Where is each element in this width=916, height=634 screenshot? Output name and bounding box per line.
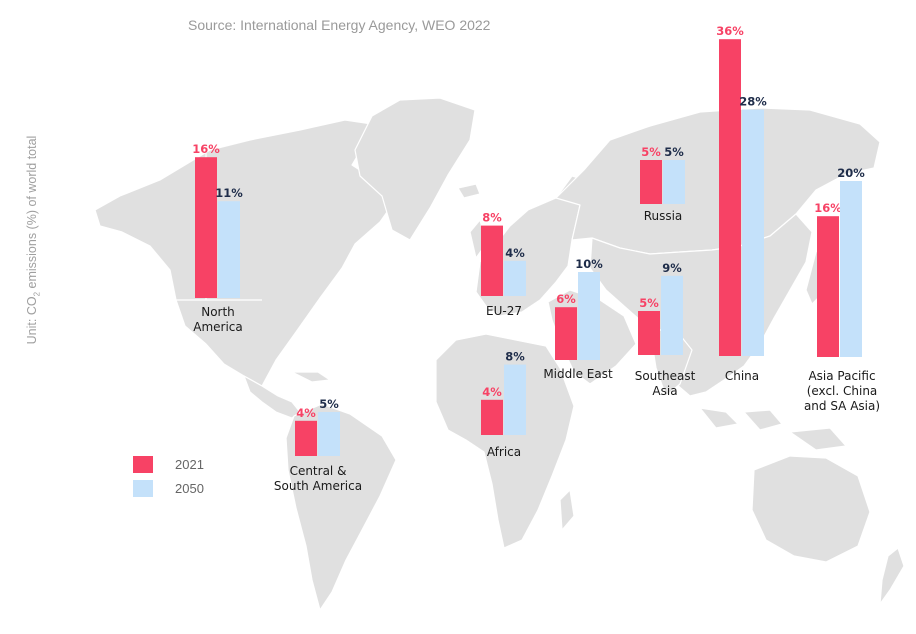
bar-eu-27-2021 [481,225,503,296]
bar-central-south-america-2050 [318,412,340,456]
region-label-china: China [725,369,759,383]
bar-central-south-america-2021 [295,420,317,456]
value-label-central-south-america-2021: 4% [296,406,316,420]
region-label-southeast-asia: Southeast Asia [635,369,696,398]
value-label-china-2021: 36% [716,24,744,38]
value-label-north-america-2021: 16% [192,142,220,156]
legend-label-2021: 2021 [175,456,204,472]
map-iceland [457,183,481,199]
map-caribbean [291,371,331,383]
value-label-russia-2021: 5% [641,145,661,159]
bar-southeast-asia-2050 [661,275,683,355]
bar-middle-east-2021 [555,307,577,360]
value-label-central-south-america-2050: 5% [319,397,339,411]
legend: 2021 2050 [133,452,204,500]
region-label-russia: Russia [644,209,683,223]
map-sea-islands-1 [699,407,739,429]
world-map [94,97,905,611]
value-label-russia-2050: 5% [664,145,684,159]
legend-item-2050: 2050 [133,476,204,500]
value-label-africa-2021: 4% [482,385,502,399]
map-madagascar [559,489,575,531]
value-label-eu-27-2050: 4% [505,246,525,260]
bar-southeast-asia-2021 [638,311,660,355]
bar-north-america-2050 [218,201,240,298]
source-note: Source: International Energy Agency, WEO… [188,17,491,33]
map-greenland [354,97,476,241]
map-sea-islands-3 [789,427,847,451]
bar-asia-pacific-excl-china-and-sa-asia-2021 [817,216,839,357]
value-label-china-2050: 28% [739,95,767,109]
region-label-middle-east: Middle East [543,367,613,381]
bar-africa-2021 [481,399,503,435]
value-label-middle-east-2050: 10% [575,257,603,271]
region-label-africa: Africa [487,445,521,459]
map-central-america [243,375,301,419]
bar-china-2050 [742,109,764,356]
value-label-asia-pacific-excl-china-and-sa-asia-2050: 20% [837,166,865,180]
legend-label-2050: 2050 [175,480,204,496]
value-label-eu-27-2021: 8% [482,211,502,225]
map-africa [435,333,575,549]
bar-russia-2021 [640,160,662,204]
value-label-southeast-asia-2050: 9% [662,261,682,275]
region-label-asia-pacific-excl-china-and-sa-asia: Asia Pacific (excl. China and SA Asia) [804,369,880,413]
value-label-middle-east-2021: 6% [556,292,576,306]
value-label-asia-pacific-excl-china-and-sa-asia-2021: 16% [814,201,842,215]
bar-north-america-2021 [195,157,217,298]
bar-china-2021 [719,39,741,356]
value-label-africa-2050: 8% [505,350,525,364]
y-axis-label: Unit: CO2 emissions (%) of world total [24,135,42,345]
value-label-north-america-2050: 11% [215,186,243,200]
value-label-southeast-asia-2021: 5% [639,296,659,310]
region-label-north-america: North America [193,305,243,334]
bar-middle-east-2050 [578,272,600,360]
bar-russia-2050 [663,160,685,204]
map-north-america [94,119,393,387]
bar-asia-pacific-excl-china-and-sa-asia-2050 [840,181,862,357]
legend-item-2021: 2021 [133,452,204,476]
region-label-eu-27: EU-27 [486,304,522,318]
region-label-central-south-america: Central & South America [274,464,362,493]
bar-africa-2050 [504,364,526,435]
bar-eu-27-2050 [504,260,526,296]
legend-swatch-2050 [133,479,153,497]
legend-swatch-2021 [133,455,153,473]
map-australia [751,455,871,563]
map-new-zealand [879,547,905,605]
map-sea-islands-2 [743,409,783,431]
